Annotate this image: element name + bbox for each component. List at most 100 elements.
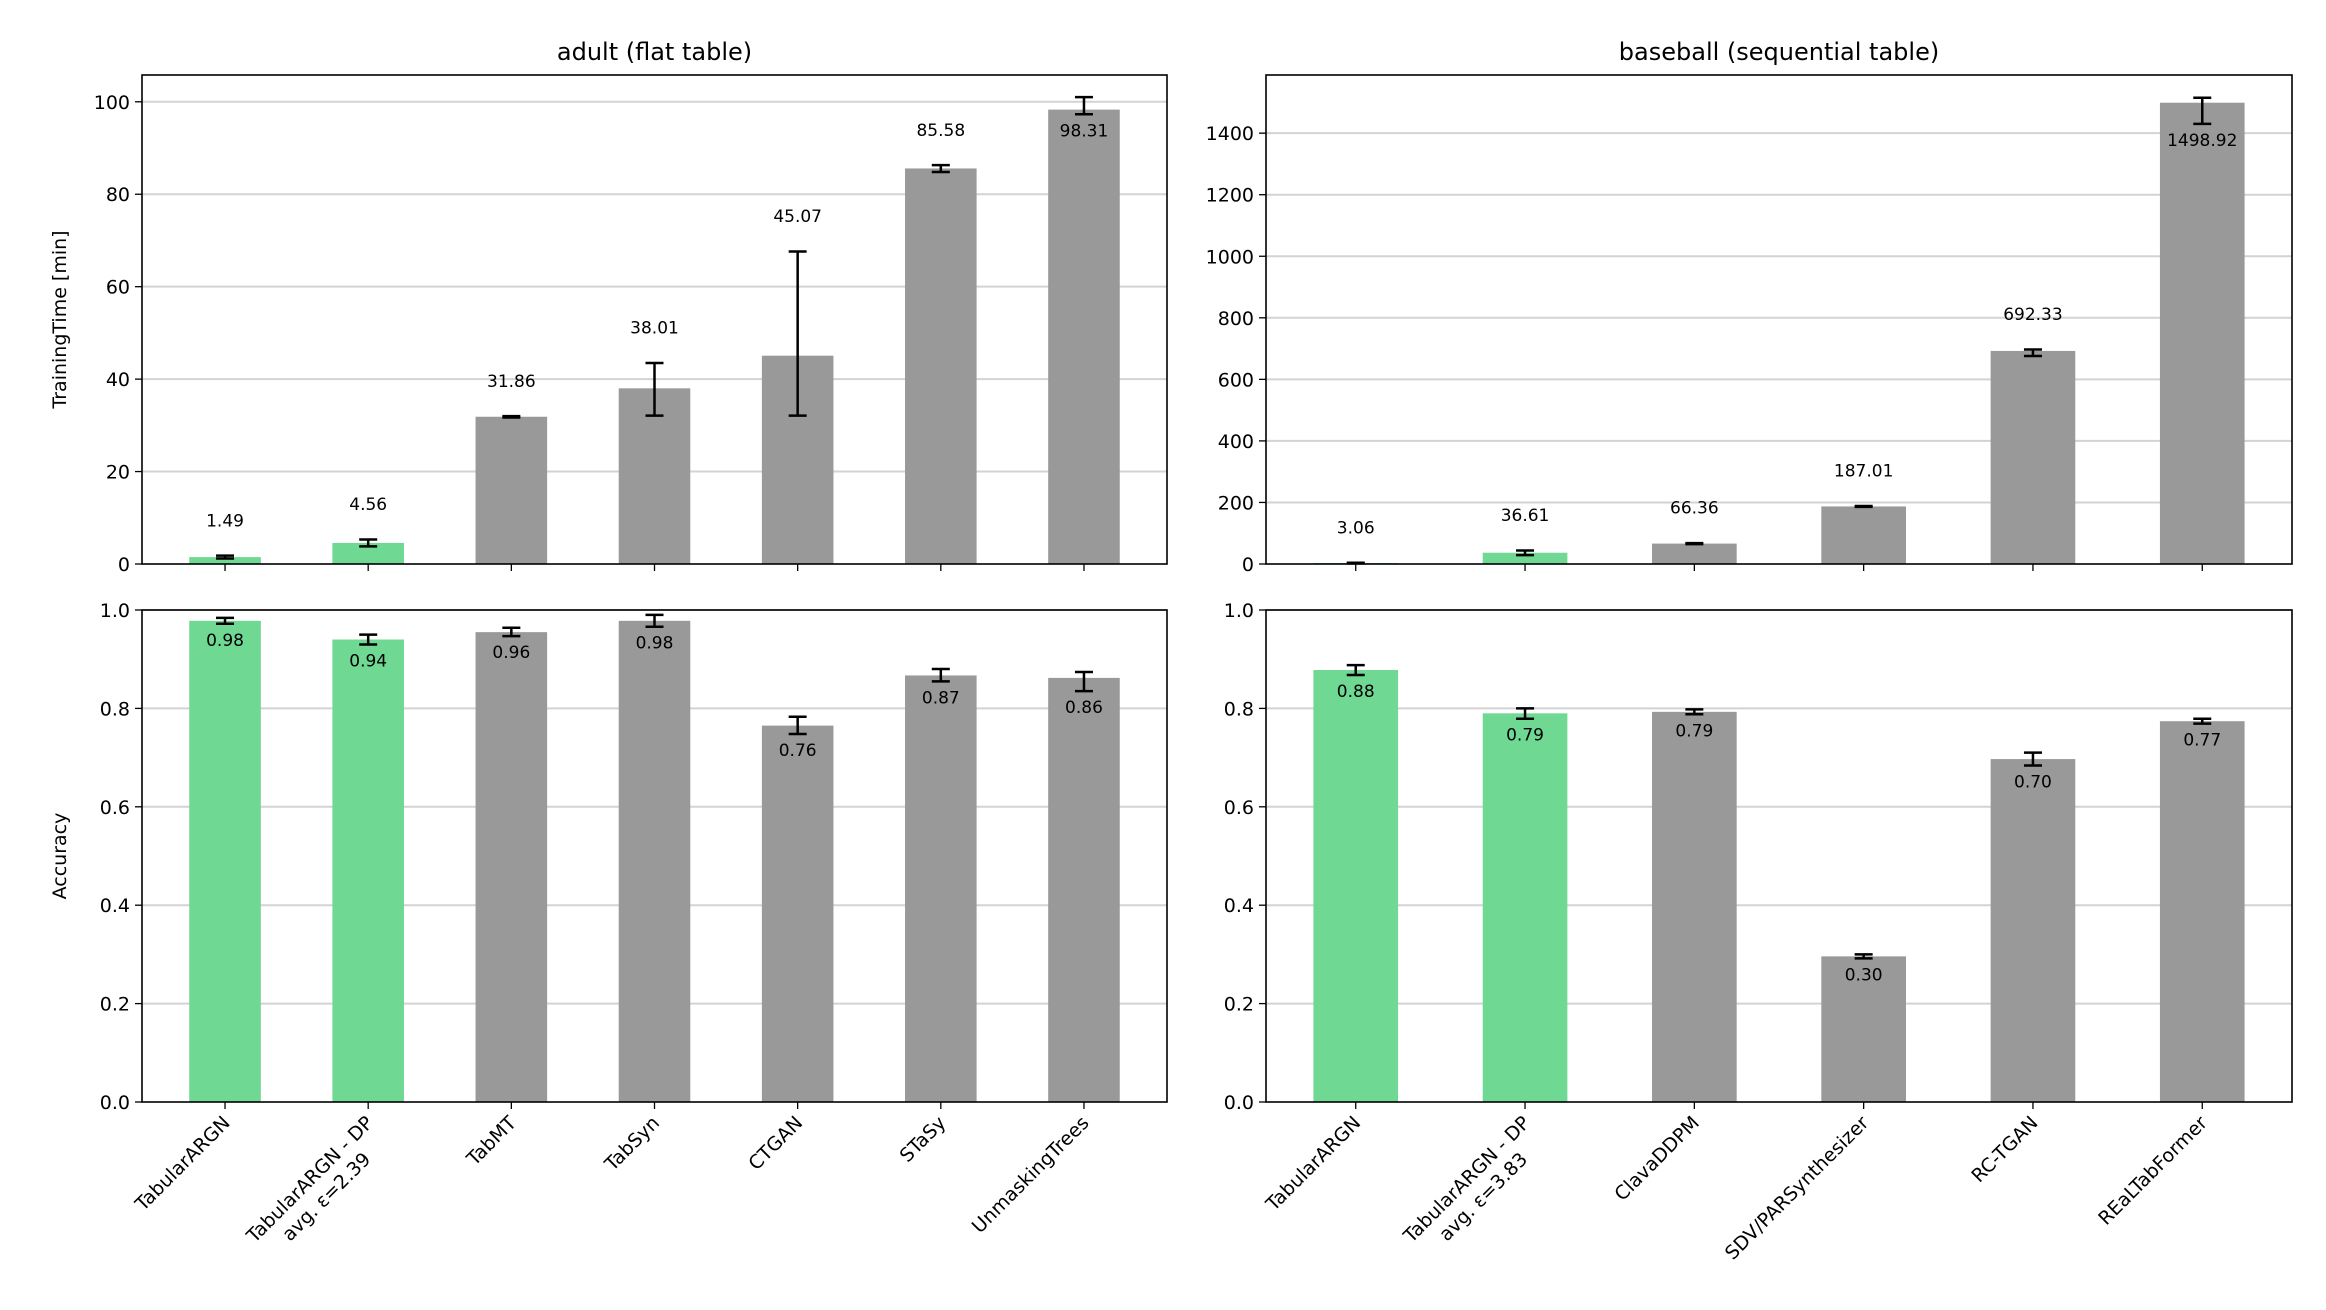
value-label: 38.01 <box>630 319 679 339</box>
bar <box>1821 506 1906 564</box>
x-tick-label-line: STaSy <box>896 1112 951 1167</box>
x-tick-label-line: ClavaDDPM <box>1610 1112 1703 1205</box>
chart-title: baseball (sequential table) <box>1619 38 1939 66</box>
y-tick-label: 200 <box>1218 492 1254 514</box>
value-label: 0.98 <box>206 631 244 651</box>
y-tick-label: 600 <box>1218 369 1254 391</box>
axes-frame <box>1265 74 2293 565</box>
bar <box>1313 670 1399 1102</box>
x-tick-label: TabularARGN - DPavg. ε=3.83 <box>1399 1112 1552 1265</box>
x-tick-label: STaSy <box>896 1112 951 1167</box>
y-tick-label: 1.0 <box>1224 600 1254 622</box>
value-label: 0.86 <box>1065 698 1103 718</box>
y-tick-label: 0 <box>1242 554 1254 576</box>
bar <box>1482 552 1568 564</box>
chart-bottom-left: 0.0 0.2 0.4 0.6 0.8 1.0 0.98 TabularARGN 0.94 Tab… <box>49 600 1168 1248</box>
value-label: 187.01 <box>1834 462 1893 482</box>
x-tick-label: RC-TGAN <box>1967 1112 2042 1187</box>
y-tick-label: 20 <box>106 462 130 484</box>
value-label: 0.76 <box>779 741 817 761</box>
y-tick-label: 60 <box>106 277 130 299</box>
value-label: 98.31 <box>1060 121 1109 141</box>
value-label: 3.06 <box>1337 518 1375 538</box>
bar <box>1048 677 1120 1102</box>
x-tick-label-line: TabMT <box>462 1112 521 1171</box>
bar <box>1652 711 1737 1102</box>
y-tick-label: 0.6 <box>100 797 130 819</box>
value-label: 0.94 <box>349 651 387 671</box>
bar <box>189 620 261 1102</box>
y-tick-label: 0.8 <box>100 698 130 720</box>
y-tick-label: 0 <box>118 554 130 576</box>
bar <box>332 542 404 564</box>
y-tick-label: 0.4 <box>1224 895 1254 917</box>
bar <box>1652 543 1737 564</box>
chart-title: adult (flat table) <box>557 38 752 66</box>
x-tick-label: CTGAN <box>744 1112 807 1175</box>
bar <box>475 632 548 1102</box>
axes-frame <box>141 609 1168 1103</box>
x-tick-label-line: CTGAN <box>744 1112 807 1175</box>
value-label: 692.33 <box>2003 305 2062 325</box>
bar <box>475 416 548 564</box>
bar <box>1990 759 2076 1102</box>
value-label: 1.49 <box>206 511 244 531</box>
x-tick-label: TabularARGN <box>131 1112 235 1216</box>
x-tick-label: SDV/PARSynthesizer <box>1721 1112 1873 1264</box>
bar <box>905 168 977 564</box>
value-label: 0.30 <box>1845 965 1883 985</box>
y-axis-label: Accuracy <box>49 813 71 900</box>
x-tick-label-line: TabSyn <box>600 1112 664 1176</box>
axes-frame <box>141 74 1168 565</box>
y-tick-label: 800 <box>1218 308 1254 330</box>
bar <box>1990 350 2076 564</box>
value-label: 66.36 <box>1670 499 1719 519</box>
bar <box>761 725 834 1102</box>
x-tick-label-line: REaLTabFormer <box>2094 1112 2212 1230</box>
y-tick-label: 0.4 <box>100 895 130 917</box>
axes-frame <box>1265 609 2293 1103</box>
x-tick-label-line: TabularARGN <box>1261 1112 1365 1216</box>
chart-top-right: 0 200 400 600 800 1000 1200 1400 3.06 36.61 66.36 1… <box>1206 38 2293 576</box>
chart-bottom-right: 0.0 0.2 0.4 0.6 0.8 1.0 0.88 TabularARGN 0.79 Tab… <box>1224 600 2293 1265</box>
bar <box>189 557 261 564</box>
x-tick-label-line: TabularARGN <box>131 1112 235 1216</box>
bar <box>2159 721 2245 1102</box>
value-label: 0.96 <box>492 643 530 663</box>
value-label: 31.86 <box>487 372 536 392</box>
value-label: 4.56 <box>349 495 387 515</box>
bar <box>1821 956 1906 1102</box>
x-tick-label-line: RC-TGAN <box>1967 1112 2042 1187</box>
y-tick-label: 400 <box>1218 431 1254 453</box>
bar <box>1048 109 1120 565</box>
y-tick-label: 0.8 <box>1224 698 1254 720</box>
value-label: 0.88 <box>1337 682 1375 702</box>
value-label: 0.79 <box>1506 726 1544 746</box>
x-tick-label-line: UnmaskingTrees <box>968 1112 1094 1238</box>
y-tick-label: 80 <box>106 184 130 206</box>
bar <box>332 639 404 1102</box>
y-tick-label: 1200 <box>1206 185 1254 207</box>
value-label: 0.87 <box>922 688 960 708</box>
bar <box>618 620 691 1102</box>
y-tick-label: 100 <box>94 92 130 114</box>
value-label: 1498.92 <box>2167 131 2237 151</box>
y-tick-label: 1.0 <box>100 600 130 622</box>
value-label: 0.79 <box>1675 721 1713 741</box>
chart-top-left: 0 20 40 60 80 100 1.49 4.56 31.86 38.01 45.07 85.58… <box>49 38 1168 576</box>
x-tick-label: REaLTabFormer <box>2094 1112 2212 1230</box>
bar <box>2159 102 2245 564</box>
y-axis-label: TrainingTime [min] <box>49 230 71 409</box>
value-label: 85.58 <box>916 121 965 141</box>
x-tick-label: TabMT <box>462 1112 521 1171</box>
x-tick-label: TabSyn <box>600 1112 664 1176</box>
bar <box>618 388 691 564</box>
y-tick-label: 1000 <box>1206 246 1254 268</box>
y-tick-label: 0.2 <box>1224 994 1254 1016</box>
y-tick-label: 0.0 <box>100 1092 130 1114</box>
y-tick-label: 1400 <box>1206 123 1254 145</box>
value-label: 45.07 <box>773 207 822 227</box>
value-label: 0.98 <box>636 634 674 654</box>
value-label: 0.77 <box>2183 731 2221 751</box>
x-tick-label-line: SDV/PARSynthesizer <box>1721 1112 1873 1264</box>
